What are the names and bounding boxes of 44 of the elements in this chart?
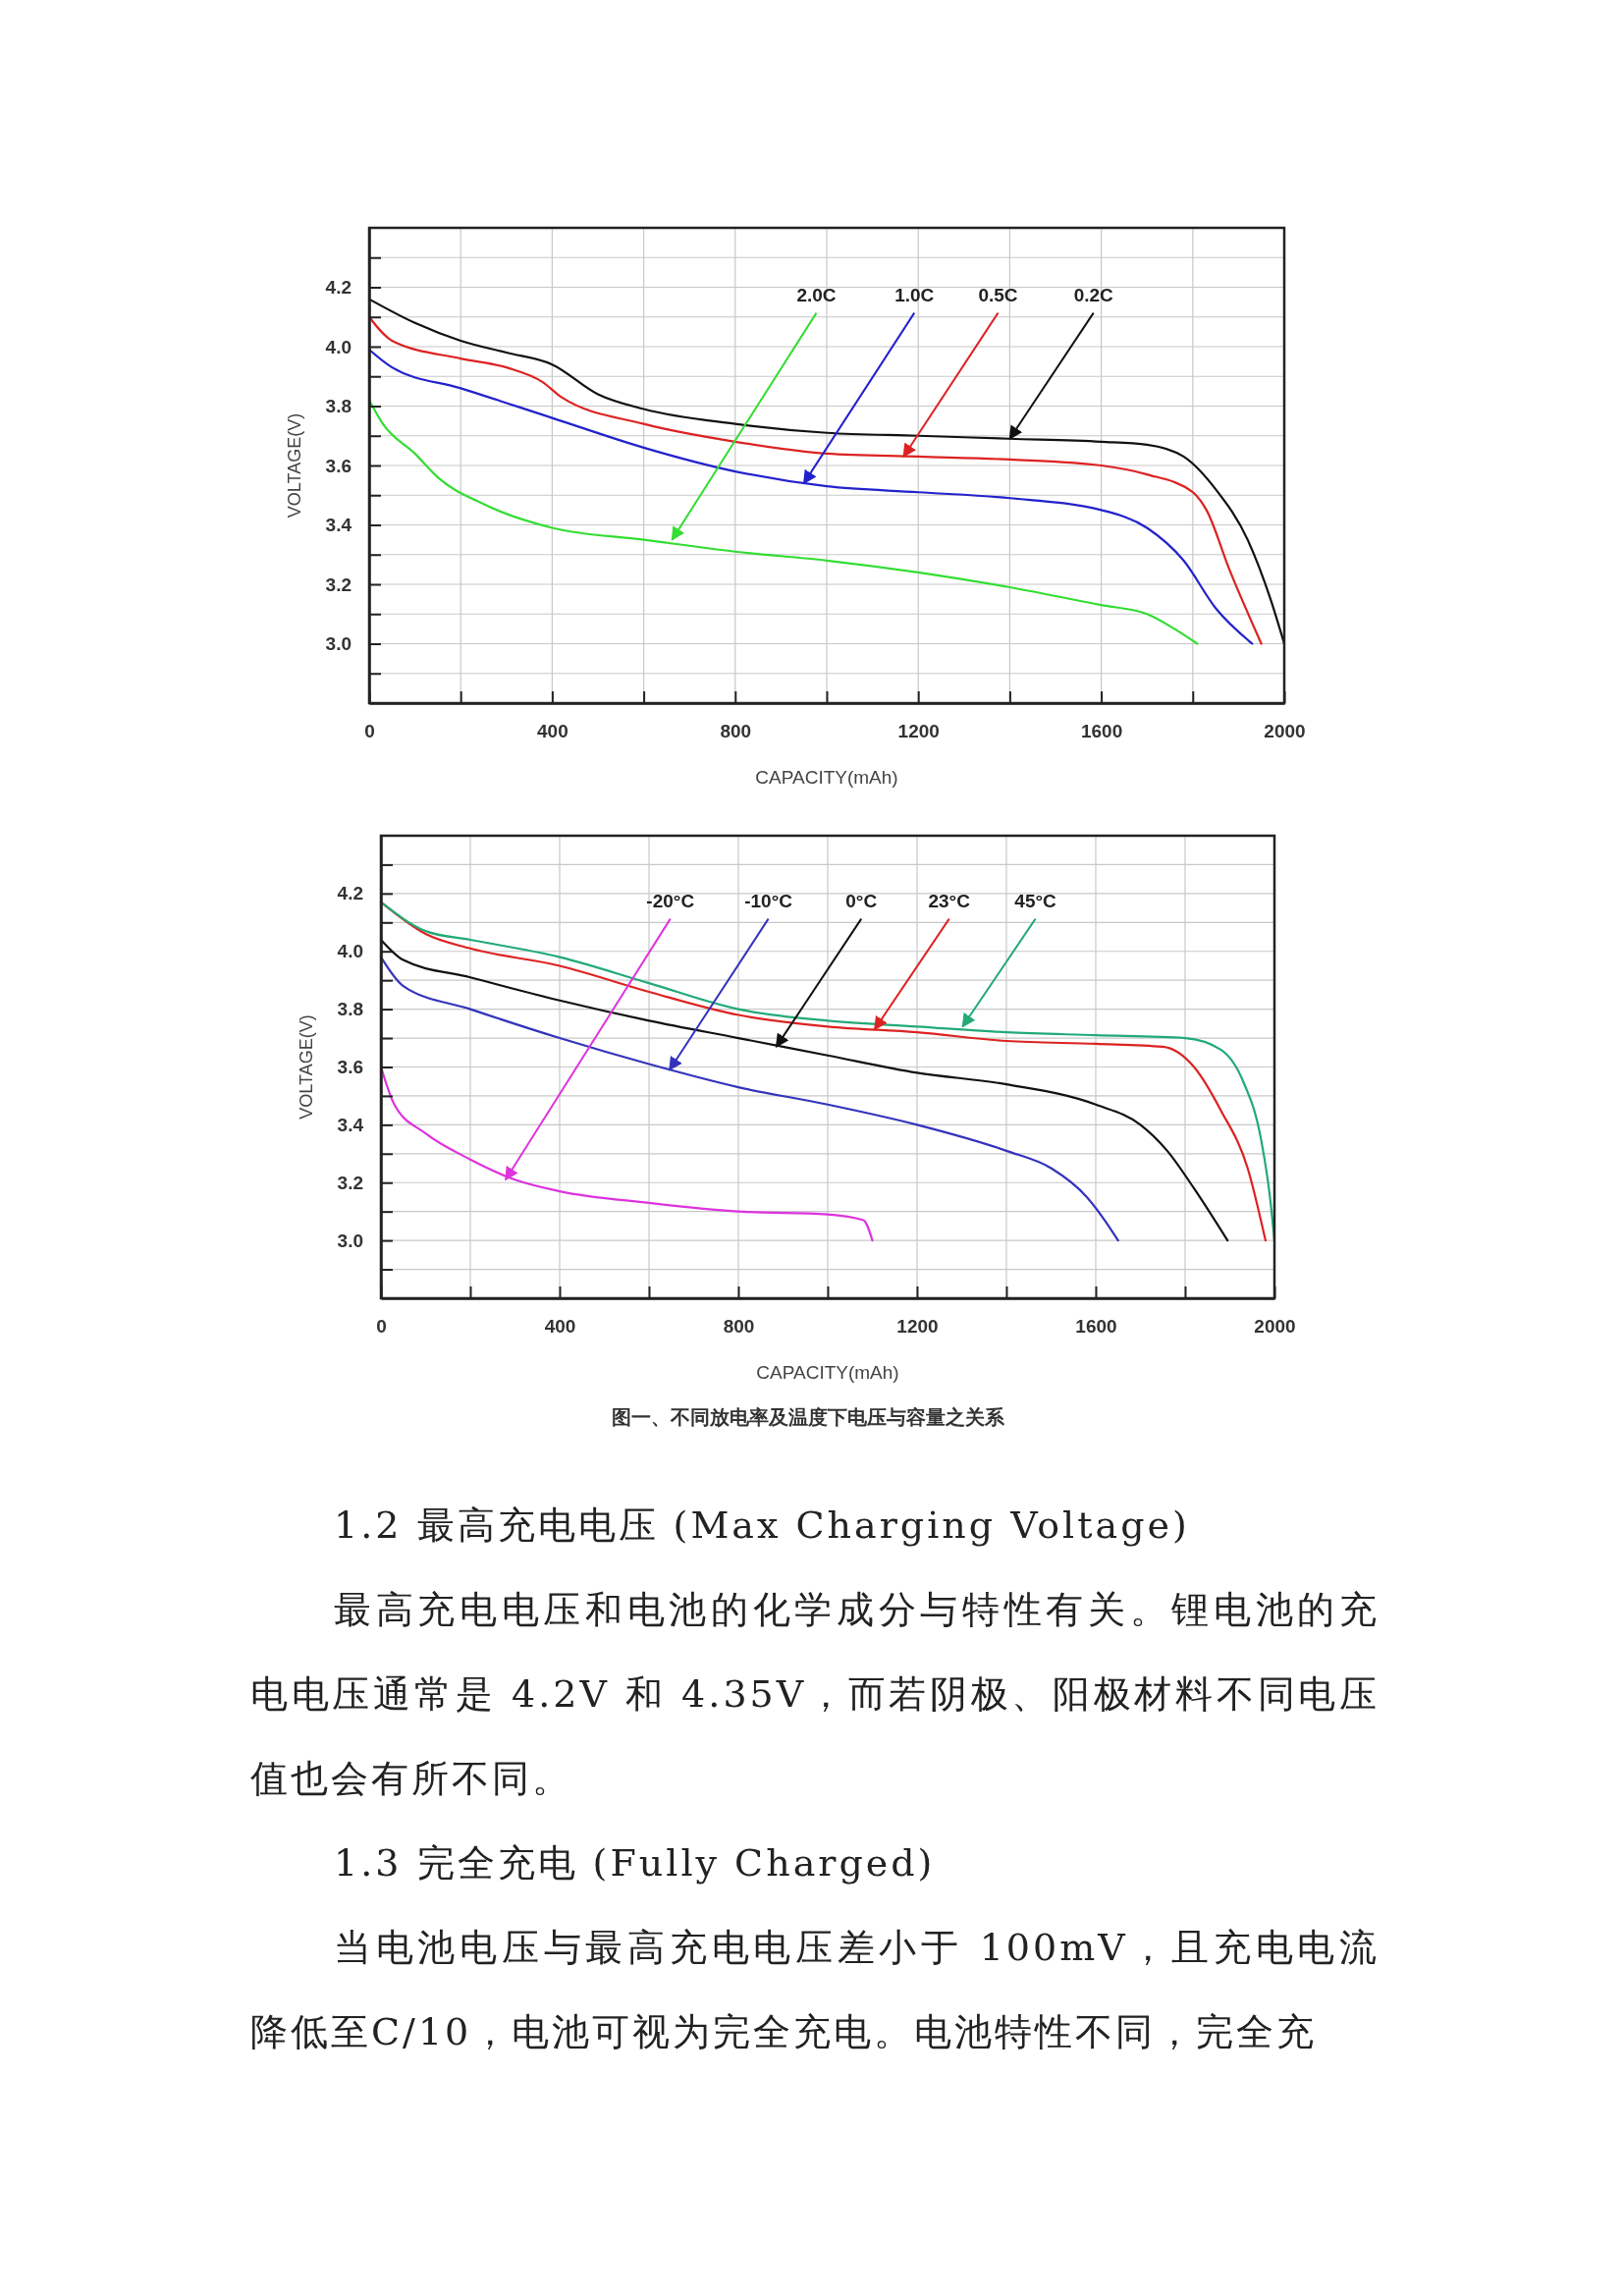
y-axis-title: VOLTAGE(V) [297,1014,316,1120]
x-tick-label: 1200 [896,1316,939,1338]
y-tick-label: 3.2 [325,574,352,595]
x-tick-label: 400 [544,1316,576,1338]
annotation: 45°C [1014,890,1057,911]
x-tick-label: 2000 [1264,721,1306,742]
y-tick-label: 3.8 [325,396,352,417]
y-tick-label: 3.6 [337,1057,363,1078]
annotation: 0.5C [978,284,1018,305]
annotation: 23°C [928,890,971,911]
x-tick-label: 0 [364,721,375,742]
x-tick-label: 1600 [1075,1316,1117,1338]
x-tick-label: 1600 [1080,721,1123,742]
text: 1.3 完全充电 (Fully Charged) [333,1840,937,1886]
y-tick-label: 3.6 [325,455,352,476]
x-tick-label: 0 [376,1316,387,1338]
x-tick-label: 800 [723,1316,755,1338]
annotation: 0°C [845,890,878,911]
x-axis-title: CAPACITY(mAh) [755,767,898,788]
annotation: 2.0C [796,284,837,305]
y-tick-label: 4.0 [325,336,352,357]
y-tick-label: 4.2 [337,883,363,904]
y-tick-label: 3.2 [337,1172,363,1193]
annotation: 0.2C [1073,284,1114,305]
annotation: -10°C [744,890,793,911]
text: 当电池电压与最高充电电压差小于 100mV，且充电电流降低至C/10，电池可视为完全充电。电池特性不同，完全充 [250,1925,1380,2055]
y-tick-label: 3.4 [337,1114,364,1135]
y-tick-label: 4.2 [325,277,352,299]
x-tick-label: 400 [537,721,568,742]
annotation: 1.0C [894,284,935,305]
y-tick-label: 3.0 [337,1230,363,1251]
text: 最高充电电压和电池的化学成分与特性有关。锂电池的充电电压通常是 4.2V 和 4.35V，而若阴极、阳极材料不同电压值也会有所不同。 [250,1587,1380,1802]
annotation: -20°C [646,890,695,911]
x-tick-label: 800 [720,721,752,742]
x-axis-title: CAPACITY(mAh) [756,1362,899,1383]
y-tick-label: 4.0 [337,941,363,962]
text: 图一、不同放电率及温度下电压与容量之关系 [612,1406,1005,1428]
y-axis-title: VOLTAGE(V) [285,412,304,519]
x-tick-label: 2000 [1254,1316,1296,1338]
y-tick-label: 3.0 [325,633,352,655]
y-tick-label: 3.8 [337,999,363,1020]
text: 1.2 最高充电电压 (Max Charging Voltage) [333,1503,1191,1549]
y-tick-label: 3.4 [325,515,352,536]
x-tick-label: 1200 [897,721,940,742]
